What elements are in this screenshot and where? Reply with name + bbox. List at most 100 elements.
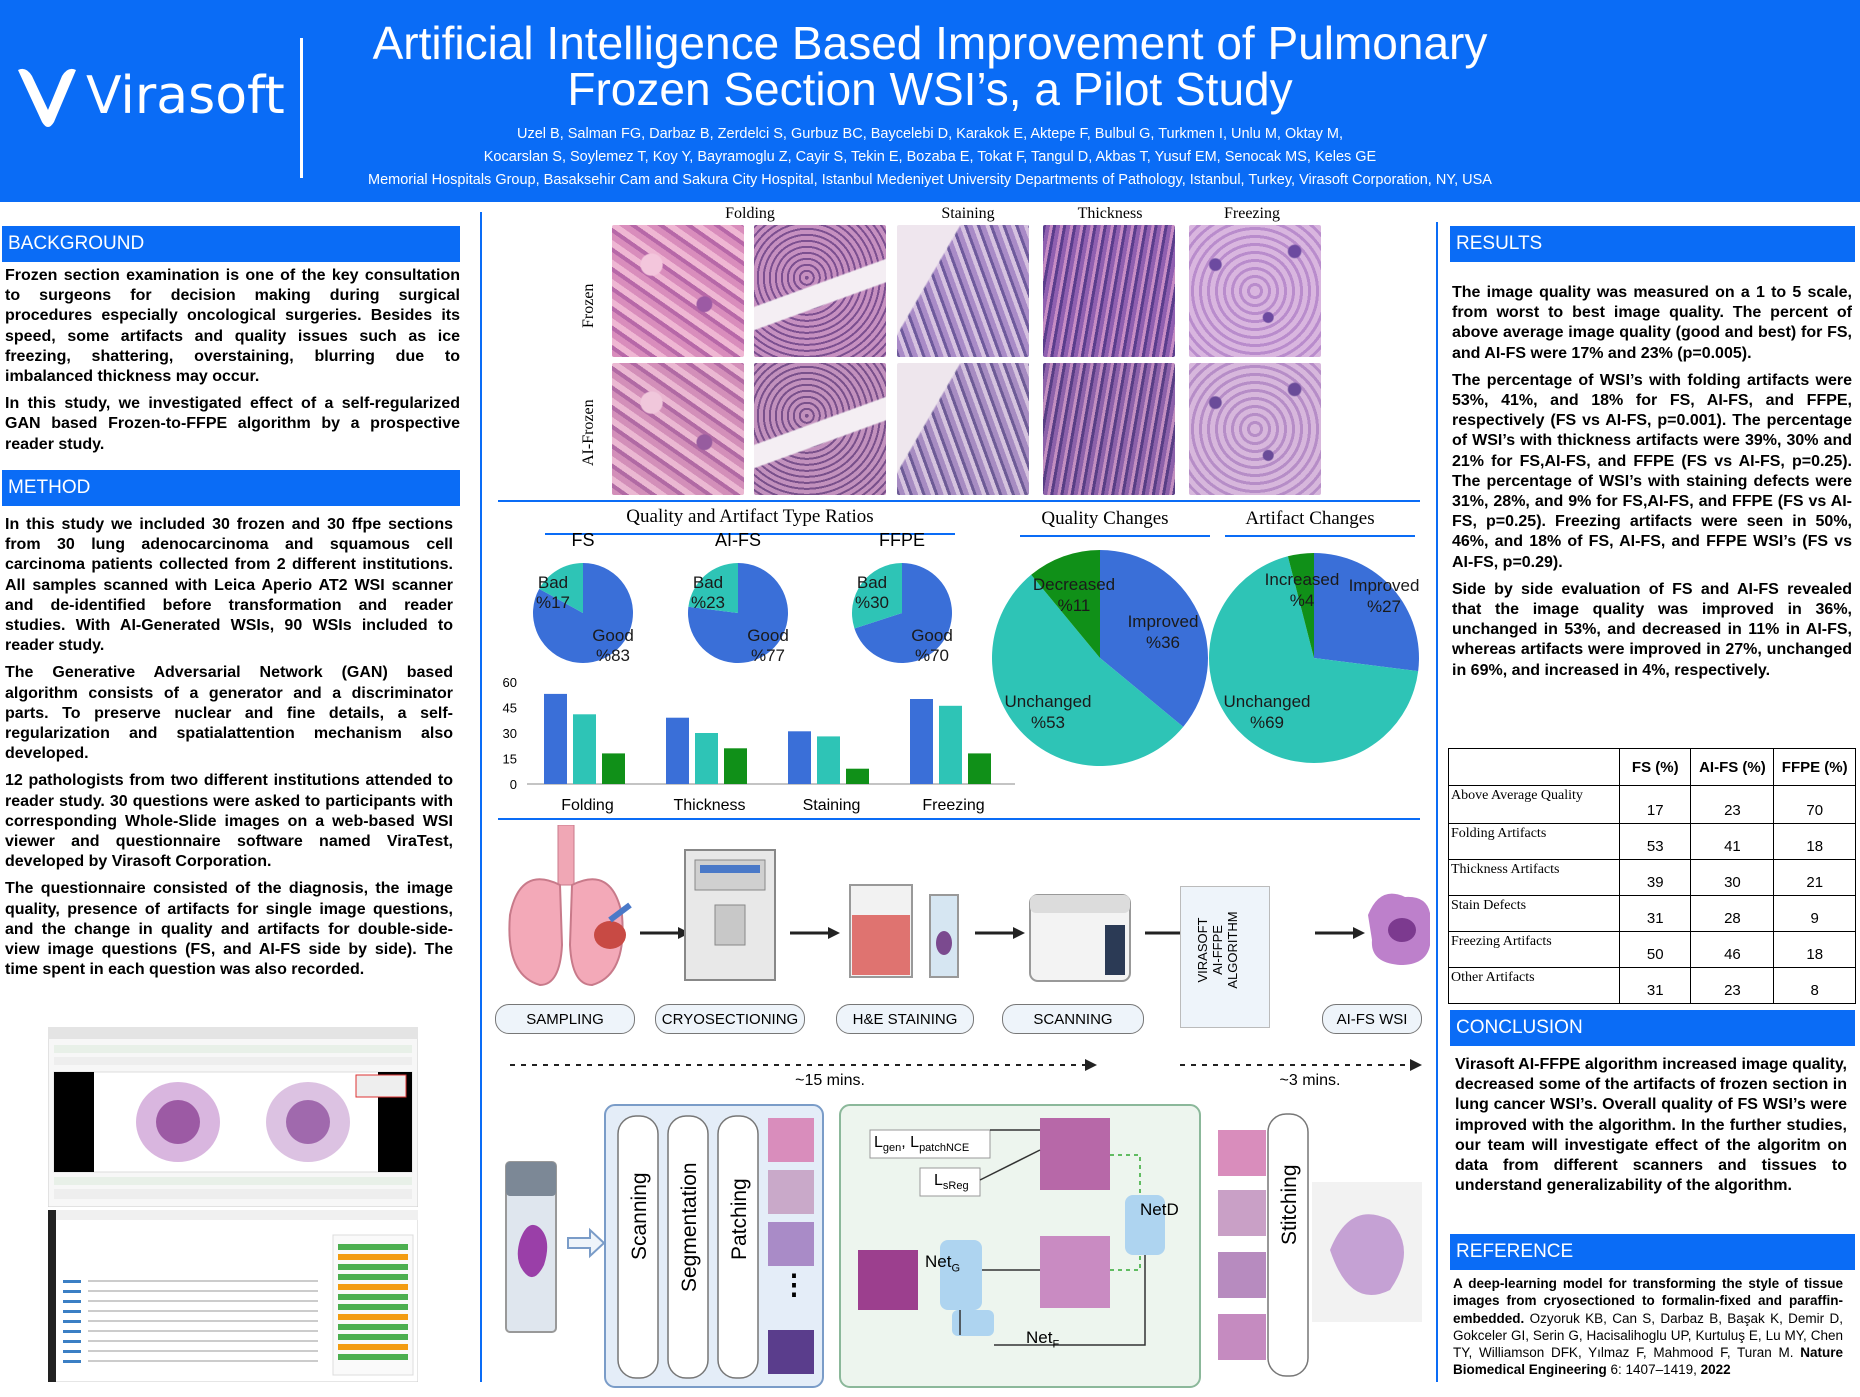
table-cell-fs: 31 [1619,967,1692,1004]
pie-label-improved: Improved [1128,612,1199,631]
col-label-staining: Staining [941,205,995,222]
table-cell-label: Thickness Artifacts [1447,859,1621,896]
results-table: FS (%) AI-FS (%) FFPE (%) Above Average … [1447,748,1856,1004]
bar-staining-2 [846,768,869,784]
table-row: Above Average Quality 17 23 70 [1447,785,1856,824]
table-cell-aifs: 41 [1690,823,1775,860]
bar-ytick: 30 [503,726,517,741]
reference-pages: 6: 1407–1419, [1606,1362,1701,1378]
column-rule-right [1436,222,1438,1382]
step-cryosectioning: CRYOSECTIONING [655,1004,805,1034]
tile-aifrozen-folding-1 [612,363,744,495]
more-patches-icon: ⋮ [780,1269,808,1300]
results-heading: RESULTS [1450,226,1855,262]
bar-freezing-2 [968,753,991,784]
bar-freezing-1 [939,705,962,784]
bar-freezing-0 [910,699,933,784]
table-cell-aifs: 46 [1690,931,1775,968]
cryostat-icon [684,849,776,981]
pie-value-good: %77 [751,646,785,665]
viratest-questionnaire-screenshot [48,1210,418,1382]
pie-value-increased: %4 [1290,591,1315,610]
table-cell-ffpe: 21 [1773,859,1856,896]
header-divider [300,38,303,178]
tile-aifrozen-staining [897,363,1029,495]
method-heading: METHOD [2,470,460,506]
table-row: Freezing Artifacts 50 46 18 [1447,931,1856,968]
pie-slice-unchanged [992,574,1184,766]
algorithm-line-1: VIRASOFT [1195,917,1210,983]
tile-frozen-folding-1 [612,225,744,357]
method-p1: In this study we included 30 frozen and … [5,516,453,655]
pie-value-unchanged: %69 [1250,713,1284,732]
table-cell-fs: 50 [1619,931,1692,968]
table-header-fs: FS (%) [1619,748,1692,786]
logo-text: Virasoft [86,66,285,126]
bar-category-label: Thickness [673,797,745,814]
pie-value-decreased: %11 [1058,596,1091,615]
loss-sreg: LsReg [934,1172,969,1193]
table-cell-label: Other Artifacts [1447,967,1621,1004]
results-p1: The image quality was measured on a 1 to… [1452,284,1852,362]
table-header-row: FS (%) AI-FS (%) FFPE (%) [1447,748,1856,786]
background-text: Frozen section examination is one of the… [5,266,460,462]
reference-journal: Nature Biomedical Engineering [1453,1345,1843,1378]
conclusion-heading: CONCLUSION [1450,1010,1855,1046]
conclusion-text: Virasoft AI-FFPE algorithm increased ima… [1455,1055,1847,1203]
step-ai-fs-wsi: AI-FS WSI [1322,1004,1422,1034]
net-f-label: NetF [1026,1328,1060,1351]
table-row: Thickness Artifacts 39 30 21 [1447,859,1856,896]
pie-label-good: Good [592,626,634,645]
method-p2: The Generative Adversarial Network (GAN)… [5,664,453,763]
col-label-folding: Folding [725,205,775,222]
table-cell-fs: 17 [1619,785,1692,824]
method-text: In this study we included 30 frozen and … [5,515,453,987]
tile-aifrozen-freezing [1189,363,1321,495]
pie-value-bad: %23 [691,593,725,612]
background-p2: In this study, we investigated effect of… [5,395,460,453]
table-cell-label: Freezing Artifacts [1447,931,1621,968]
step-he-staining: H&E STAINING [836,1004,974,1034]
pie-title: AI-FS [715,530,761,550]
divider-images-charts [498,500,1420,502]
pie-label-bad: Bad [857,573,887,592]
bar-staining-1 [817,736,840,784]
net-d-label: NetD [1140,1200,1179,1219]
net-g-label: NetG [925,1252,961,1275]
table-cell-fs: 39 [1619,859,1692,896]
step-scanning: SCANNING [1002,1004,1144,1034]
table-row: Stain Defects 31 28 9 [1447,895,1856,932]
bar-folding-1 [573,714,596,784]
bar-thickness-2 [724,748,747,784]
table-cell-ffpe: 9 [1773,895,1856,932]
pie-value-bad: %30 [855,593,889,612]
scanner-icon [1029,894,1131,982]
pipeline-stitching: Stitching [1278,1164,1301,1245]
poster-header: Virasoft Artificial Intelligence Based I… [0,0,1860,202]
algorithm-line-3: ALGORITHM [1225,911,1240,989]
reference-text: A deep-learning model for transforming t… [1453,1275,1843,1379]
pie-label-good: Good [747,626,789,645]
algorithm-line-2: AI-FFPE [1210,925,1225,975]
pie-label-increased: Increased [1265,570,1340,589]
bar-ytick: 60 [503,675,517,690]
table-cell-aifs: 23 [1690,785,1775,824]
table-header-aifs: AI-FS (%) [1690,748,1775,786]
pie-label-decreased: Decreased [1033,575,1115,594]
pie-slice-unchanged [1209,556,1419,764]
divider-charts-workflow [498,818,1420,820]
tile-frozen-staining [897,225,1029,357]
conclusion-p: Virasoft AI-FFPE algorithm increased ima… [1455,1056,1847,1195]
tile-frozen-freezing [1189,225,1321,357]
results-text: The image quality was measured on a 1 to… [1452,283,1852,688]
pie-label-bad: Bad [693,573,723,592]
table-cell-ffpe: 70 [1773,785,1856,824]
table-row: Folding Artifacts 53 41 18 [1447,823,1856,860]
affiliations: Memorial Hospitals Group, Basaksehir Cam… [368,172,1492,188]
pie-value-bad: %17 [536,593,570,612]
title-line-1: Artificial Intelligence Based Improvemen… [372,17,1488,69]
col-label-freezing: Freezing [1224,205,1280,222]
quality-title-underline [1020,535,1210,537]
loss-gen-patchnce: Lgen, LpatchNCE [874,1134,970,1155]
pie-slice-improved [1100,550,1208,727]
